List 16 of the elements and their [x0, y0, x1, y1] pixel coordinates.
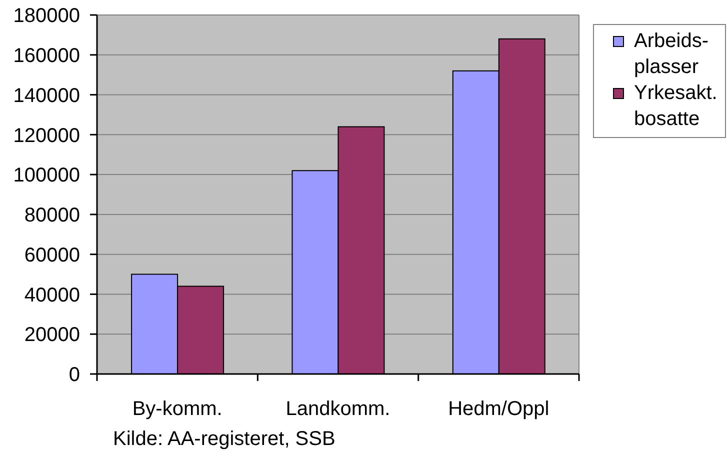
x-tick-label: Hedm/Oppl: [448, 398, 550, 420]
y-tick-label: 160000: [13, 44, 80, 67]
y-tick-label: 180000: [13, 5, 80, 28]
text: Kilde: AA-registeret, SSB: [113, 427, 336, 451]
y-tick-label: 100000: [13, 164, 80, 187]
y-tick-label: 140000: [13, 84, 80, 107]
legend-label: Arbeids-plasser: [634, 29, 710, 80]
y-tick-label: 80000: [24, 204, 80, 227]
x-tick-label: By-komm.: [132, 398, 222, 420]
y-tick-label: 120000: [13, 124, 80, 147]
legend-label: Yrkesakt. bosatte: [634, 81, 718, 132]
y-tick-label: 0: [68, 364, 80, 386]
x-tick-label: Landkomm.: [286, 398, 390, 420]
y-tick-label: 40000: [24, 284, 80, 306]
y-tick-label: 60000: [24, 244, 80, 266]
y-tick-label: 20000: [24, 324, 80, 346]
